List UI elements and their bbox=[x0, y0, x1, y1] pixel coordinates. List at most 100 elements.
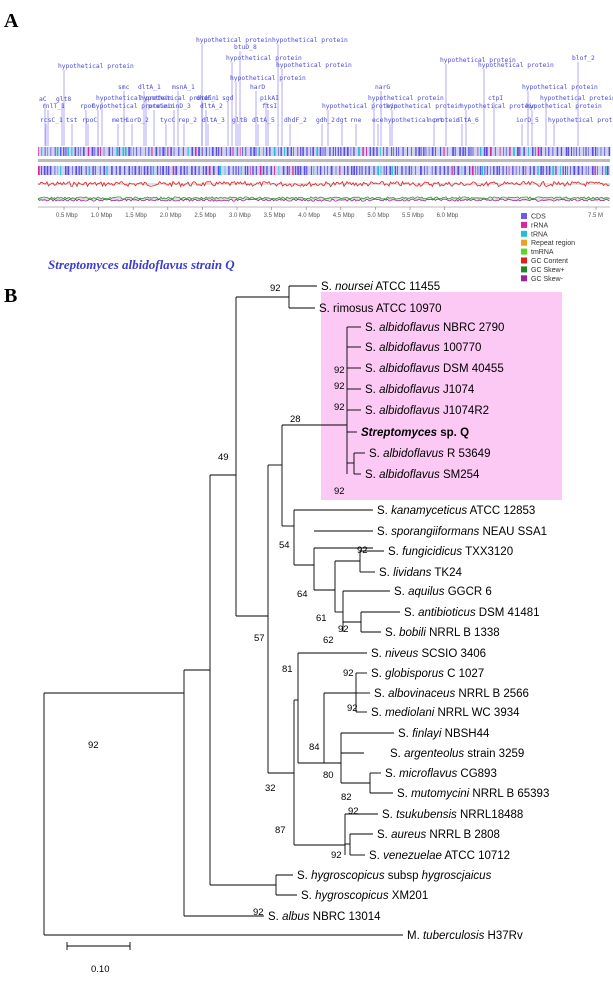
strain-title: Streptomyces albidoflavus strain Q bbox=[48, 257, 235, 272]
cds-feature bbox=[505, 147, 507, 156]
cds-feature bbox=[560, 166, 561, 175]
cds-feature bbox=[376, 147, 378, 156]
cds-feature bbox=[394, 166, 397, 175]
cds-feature bbox=[461, 166, 463, 175]
cds-feature bbox=[434, 166, 437, 175]
cds-track-reverse bbox=[38, 166, 610, 175]
cds-feature bbox=[310, 147, 311, 156]
legend-swatch bbox=[521, 275, 527, 282]
cds-feature bbox=[483, 147, 486, 156]
taxon-label: S. aureus NRRL B 2808 bbox=[377, 829, 500, 841]
cds-feature bbox=[273, 147, 276, 156]
cds-feature bbox=[54, 147, 56, 156]
cds-feature bbox=[148, 147, 150, 156]
cds-feature bbox=[47, 147, 48, 156]
taxon-label: S. albidoflavus NBRC 2790 bbox=[365, 322, 504, 334]
cds-feature bbox=[327, 166, 328, 175]
cds-feature bbox=[533, 166, 535, 175]
cds-feature bbox=[220, 166, 222, 175]
cds-feature bbox=[187, 147, 189, 156]
bootstrap-value: 49 bbox=[218, 452, 229, 463]
cds-feature bbox=[297, 147, 299, 156]
cds-feature bbox=[475, 166, 476, 175]
cds-feature bbox=[186, 166, 188, 175]
axis-tick-label: 4.0 Mbp bbox=[298, 213, 320, 219]
cds-feature bbox=[343, 147, 346, 156]
cds-feature bbox=[540, 147, 542, 156]
cds-feature bbox=[172, 166, 175, 175]
bootstrap-value: 28 bbox=[290, 414, 301, 425]
cds-feature bbox=[485, 147, 488, 156]
cds-feature bbox=[537, 166, 539, 175]
cds-feature bbox=[194, 166, 197, 175]
cds-feature bbox=[306, 147, 308, 156]
cds-feature bbox=[286, 166, 289, 175]
cds-feature bbox=[423, 147, 425, 156]
cds-feature bbox=[292, 166, 294, 175]
cds-feature bbox=[548, 147, 550, 156]
gene-label: hypothetical protein bbox=[96, 95, 172, 102]
cds-feature bbox=[108, 147, 111, 156]
cds-feature bbox=[65, 147, 67, 156]
cds-feature bbox=[377, 166, 379, 175]
gene-label: rep_2 bbox=[178, 117, 197, 124]
cds-feature bbox=[236, 147, 238, 156]
bootstrap-value: 92 bbox=[253, 907, 264, 918]
gene-label: dltA_1 bbox=[138, 84, 161, 91]
cds-feature bbox=[565, 147, 568, 156]
taxon-label: S. finlayi NBSH44 bbox=[398, 728, 490, 740]
gene-label: msnA_1 bbox=[172, 84, 195, 91]
legend-label: GC Skew+ bbox=[531, 267, 565, 274]
gene-label: gltB bbox=[232, 117, 247, 124]
cds-feature bbox=[353, 147, 355, 156]
cds-feature bbox=[124, 147, 127, 156]
cds-stripes-reverse bbox=[38, 166, 609, 175]
bootstrap-value: 92 bbox=[334, 402, 345, 413]
cds-feature bbox=[573, 166, 576, 175]
legend-label: CDS bbox=[531, 214, 546, 221]
cds-feature bbox=[249, 166, 251, 175]
cds-feature bbox=[453, 166, 455, 175]
cds-feature bbox=[180, 166, 182, 175]
cds-feature bbox=[358, 147, 360, 156]
bootstrap-value: 92 bbox=[331, 850, 342, 861]
cds-feature bbox=[391, 147, 393, 156]
cds-feature bbox=[459, 147, 461, 156]
cds-feature bbox=[94, 147, 96, 156]
legend-label: tmRNA bbox=[531, 249, 554, 256]
gene-label: hypothetical protein bbox=[540, 95, 613, 102]
cds-feature bbox=[57, 166, 59, 175]
cds-feature bbox=[202, 166, 204, 175]
cds-feature bbox=[244, 166, 246, 175]
cds-feature bbox=[486, 166, 488, 175]
cds-feature bbox=[235, 166, 237, 175]
cds-feature bbox=[405, 166, 407, 175]
taxon-label: S. albidoflavus 100770 bbox=[365, 342, 481, 354]
cds-feature bbox=[513, 147, 515, 156]
gene-label: rcsC_1 bbox=[40, 117, 63, 124]
cds-feature bbox=[112, 147, 113, 156]
gene-label: hypothetical protein bbox=[196, 37, 272, 44]
cds-feature bbox=[585, 147, 587, 156]
cds-feature bbox=[534, 147, 536, 156]
cds-feature bbox=[240, 166, 242, 175]
cds-feature bbox=[145, 147, 146, 156]
taxon-label: S. albovinaceus NRRL B 2566 bbox=[374, 688, 529, 700]
cds-feature bbox=[67, 147, 69, 156]
gene-label: rnlT_1 bbox=[42, 103, 65, 110]
bootstrap-value: 92 bbox=[88, 740, 99, 751]
cds-feature bbox=[91, 147, 94, 156]
taxon-label: S. venezuelae ATCC 10712 bbox=[369, 850, 510, 862]
cds-feature bbox=[443, 147, 445, 156]
gene-label: rpoC bbox=[82, 117, 97, 124]
taxon-label: S. argenteolus strain 3259 bbox=[390, 748, 524, 760]
cds-feature bbox=[435, 147, 436, 156]
cds-feature bbox=[383, 166, 385, 175]
gene-label: hypothetical protein bbox=[58, 63, 134, 70]
cds-feature bbox=[570, 166, 571, 175]
cds-feature bbox=[391, 166, 393, 175]
cds-feature bbox=[522, 166, 525, 175]
cds-feature bbox=[508, 166, 510, 175]
